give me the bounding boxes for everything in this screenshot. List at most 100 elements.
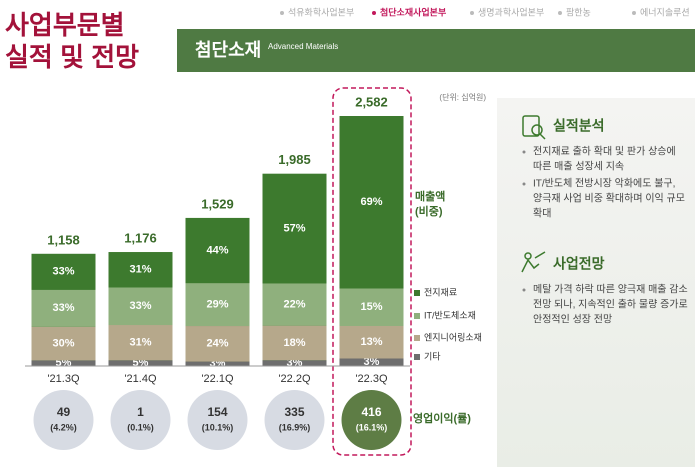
bar-segment bbox=[185, 283, 250, 327]
profit-margin: (10.1%) bbox=[202, 422, 234, 432]
profit-margin: (16.1%) bbox=[356, 422, 388, 432]
legend-label: 전지재료 bbox=[424, 287, 457, 297]
profit-margin: (16.9%) bbox=[279, 422, 311, 432]
page-title: 사업부문별 bbox=[5, 10, 125, 40]
profit-label: 영업이익(률) bbox=[413, 411, 471, 425]
unit-label: (단위: 십억원) bbox=[439, 92, 486, 102]
segment-label: 31% bbox=[129, 264, 151, 276]
x-tick-label: '22.2Q bbox=[278, 373, 311, 385]
bar-segment bbox=[339, 358, 404, 366]
nav-dot bbox=[372, 11, 376, 15]
legend-swatch bbox=[414, 354, 420, 360]
legend-label: 엔지니어링소재 bbox=[424, 331, 482, 342]
segment-label: 57% bbox=[283, 222, 305, 234]
profit-circle bbox=[264, 390, 325, 450]
segment-label: 29% bbox=[206, 298, 228, 310]
bar-segment bbox=[339, 326, 404, 359]
legend-label: IT/반도체소재 bbox=[424, 310, 476, 320]
bar-segment bbox=[262, 325, 327, 361]
bar-segment bbox=[108, 360, 173, 366]
nav-dot bbox=[470, 11, 474, 15]
bar-segment bbox=[31, 253, 96, 290]
total-label: 2,582 bbox=[355, 94, 388, 109]
segment-label: 33% bbox=[52, 302, 74, 314]
segment-label: 18% bbox=[283, 337, 305, 349]
bullet-text: 전지재료 출하 확대 및 판가 상승에 bbox=[533, 145, 676, 158]
nav-dot bbox=[280, 11, 284, 15]
profit-circle bbox=[33, 390, 94, 450]
page-title: 실적 및 전망 bbox=[5, 42, 139, 72]
segment-label: 22% bbox=[283, 298, 305, 310]
profit-value: 1 bbox=[137, 405, 144, 419]
x-tick-label: '21.4Q bbox=[124, 373, 157, 385]
bar-segment bbox=[31, 326, 96, 361]
bar-segment bbox=[339, 288, 404, 326]
bar-segment bbox=[108, 325, 173, 361]
highlight-box bbox=[332, 87, 412, 456]
bullet-text: IT/반도체 전방시장 악화에도 불구, bbox=[533, 178, 675, 190]
banner bbox=[177, 29, 695, 72]
total-label: 1,985 bbox=[278, 152, 311, 167]
bullet-text: 안정적인 성장 전망 bbox=[533, 314, 612, 326]
nav-item: 생명과학사업본부 bbox=[478, 7, 544, 17]
bullet-text: 따른 매출 성장세 지속 bbox=[533, 161, 624, 173]
profit-circle bbox=[341, 390, 402, 450]
bar-segment bbox=[185, 361, 250, 366]
x-tick-label: '21.3Q bbox=[47, 373, 80, 385]
revenue-label: (비중) bbox=[415, 204, 443, 218]
section-title: 실적분석 bbox=[553, 118, 605, 134]
bullet-text: 전망 되나, 지속적인 출하 물량 증가로 bbox=[533, 298, 688, 311]
bullet bbox=[522, 182, 526, 186]
profit-value: 154 bbox=[207, 405, 227, 419]
bar-segment bbox=[31, 289, 96, 327]
profit-value: 416 bbox=[361, 405, 381, 419]
segment-label: 33% bbox=[52, 266, 74, 278]
profit-circle bbox=[110, 390, 171, 450]
bar-segment bbox=[108, 287, 173, 326]
profit-value: 49 bbox=[57, 405, 71, 419]
segment-label: 15% bbox=[360, 301, 382, 313]
bullet-text: 메탈 가격 하락 따른 양극재 매출 감소 bbox=[533, 283, 688, 296]
legend-swatch bbox=[414, 313, 420, 319]
bar-segment bbox=[262, 360, 327, 366]
nav-item: 에너지솔루션 bbox=[640, 7, 690, 17]
side-panel bbox=[497, 98, 695, 467]
profit-value: 335 bbox=[284, 405, 304, 419]
bar-segment bbox=[339, 116, 404, 289]
nav-dot bbox=[558, 11, 562, 15]
segment-label: 69% bbox=[360, 196, 382, 208]
bar-segment bbox=[262, 283, 327, 326]
segment-label: 24% bbox=[206, 338, 228, 350]
x-tick-label: '22.1Q bbox=[201, 373, 234, 385]
bullet-text: 확대 bbox=[533, 208, 551, 220]
segment-label: 31% bbox=[129, 337, 151, 349]
profit-circle bbox=[187, 390, 248, 450]
revenue-label: 매출액 bbox=[415, 189, 445, 203]
nav-dot bbox=[632, 11, 636, 15]
banner-title: 첨단소재 bbox=[195, 40, 261, 60]
legend-swatch bbox=[414, 290, 420, 296]
total-label: 1,176 bbox=[124, 231, 157, 246]
bar-segment bbox=[185, 326, 250, 362]
segment-label: 30% bbox=[52, 337, 74, 349]
segment-label: 33% bbox=[129, 300, 151, 312]
total-label: 1,158 bbox=[47, 232, 80, 247]
bullet-text: 양극재 사업 비중 확대하며 이익 규모 bbox=[533, 192, 685, 205]
bullet bbox=[522, 150, 526, 154]
bullet bbox=[522, 288, 526, 292]
segment-label: 3% bbox=[364, 356, 380, 368]
x-tick-label: '22.3Q bbox=[355, 373, 388, 385]
legend-swatch bbox=[414, 335, 420, 341]
nav-item: 팜한농 bbox=[566, 7, 591, 17]
bar-segment bbox=[262, 173, 327, 284]
bar-segment bbox=[185, 217, 250, 284]
profit-margin: (0.1%) bbox=[127, 422, 154, 432]
profit-margin: (4.2%) bbox=[50, 422, 77, 432]
nav-item: 첨단소재사업본부 bbox=[380, 6, 446, 17]
total-label: 1,529 bbox=[201, 196, 234, 211]
nav-item: 석유화학사업본부 bbox=[288, 7, 354, 17]
legend-label: 기타 bbox=[424, 351, 441, 361]
segment-label: 44% bbox=[206, 244, 228, 256]
bar-segment bbox=[108, 252, 173, 288]
